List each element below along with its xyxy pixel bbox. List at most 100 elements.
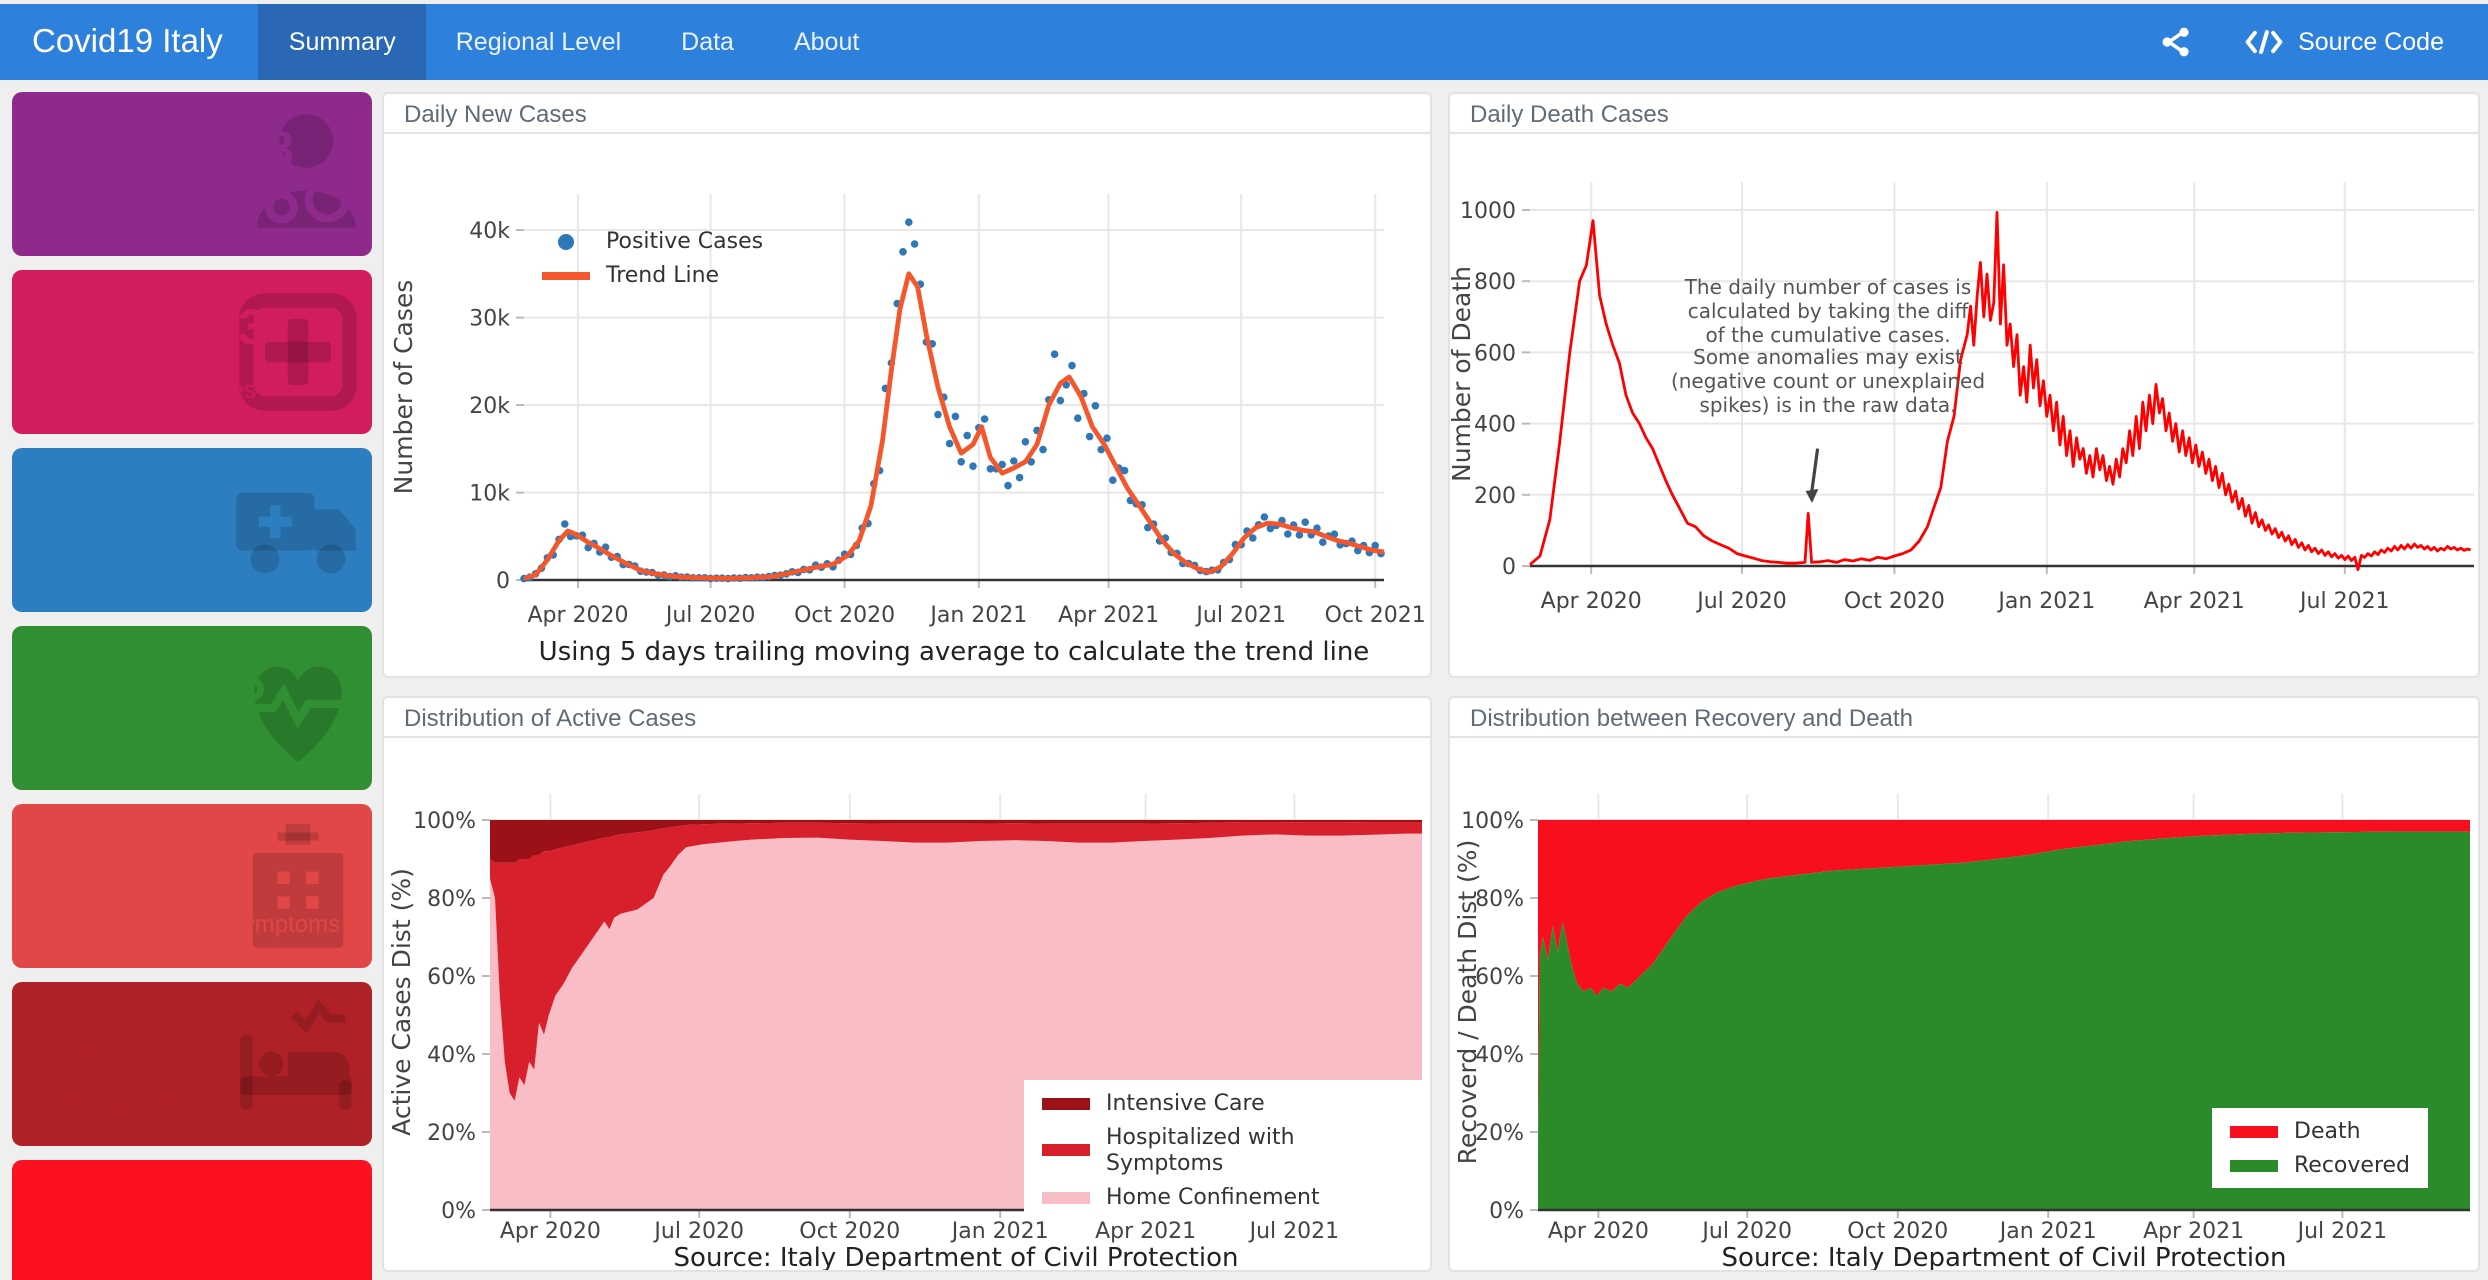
stat-label: Active Cases	[40, 554, 181, 582]
svg-text:80%: 80%	[427, 887, 476, 912]
svg-text:Jan 2021: Jan 2021	[928, 603, 1027, 628]
svg-text:10k: 10k	[469, 482, 510, 507]
svg-text:Jul 2021: Jul 2021	[2298, 589, 2390, 614]
card-intensive-care: 513 Intensive Care	[12, 982, 372, 1146]
svg-text:Oct 2020: Oct 2020	[1844, 589, 1945, 614]
source-code-link[interactable]: Source Code	[2244, 28, 2444, 56]
daily-new-cases-chart[interactable]: 0 10k 20k 30k 40k Apr 2020 Jul 2020 Oct 2020 Jan…	[384, 134, 1432, 678]
svg-text:100%: 100%	[1461, 809, 1524, 834]
legend-label: Home Confinement	[1106, 1184, 1320, 1210]
svg-text:Apr 2021: Apr 2021	[2144, 589, 2245, 614]
legend-swatch	[2230, 1159, 2278, 1171]
tab-regional-level[interactable]: Regional Level	[455, 28, 622, 56]
svg-text:Oct 2020: Oct 2020	[799, 1219, 900, 1244]
card-recovered-cases: 4,408,806 Recovered Cases	[12, 626, 372, 790]
svg-text:Apr 2020: Apr 2020	[500, 1219, 601, 1244]
svg-text:200: 200	[1474, 484, 1516, 509]
anomaly-annotation: The daily number of cases is calculated …	[1670, 278, 1986, 418]
tab-summary[interactable]: Summary	[258, 4, 426, 80]
tab-about[interactable]: About	[793, 28, 860, 56]
legend-swatch	[558, 233, 574, 249]
svg-text:Jan 2021: Jan 2021	[1998, 1219, 2097, 1244]
active-distribution-legend: Intensive Care Hospitalized with Symptoms…	[1024, 1080, 1430, 1220]
stat-value: 106,559	[40, 478, 224, 534]
hospital-icon	[252, 824, 344, 948]
legend-swatch	[1042, 1097, 1090, 1109]
svg-text:Jul 2020: Jul 2020	[652, 1219, 744, 1244]
tab-data[interactable]: Data	[681, 28, 734, 56]
legend-item[interactable]: Trend Line	[542, 262, 763, 288]
share-icon[interactable]	[2160, 26, 2192, 58]
svg-text:Source: Italy Department of Ci: Source: Italy Department of Civil Protec…	[674, 1243, 1239, 1272]
legend-item[interactable]: Home Confinement	[1042, 1184, 1412, 1210]
legend-swatch	[1042, 1144, 1090, 1156]
daily-death-cases-chart[interactable]: 0 200 400 600 800 1000 Apr 2020 Jul 2020 Oct 202…	[1450, 134, 2480, 678]
card-active-cases: 106,559 Active Cases	[12, 448, 372, 612]
navbar: Covid19 Italy Summary Regional Level Dat…	[0, 4, 2488, 80]
code-icon	[2245, 30, 2283, 54]
stat-value: 4,408,806	[40, 656, 267, 712]
svg-text:80%: 80%	[1475, 887, 1524, 912]
svg-text:Apr 2020: Apr 2020	[1548, 1219, 1649, 1244]
svg-text:20%: 20%	[1475, 1121, 1524, 1146]
legend-label: Positive Cases	[606, 228, 764, 254]
svg-text:30k: 30k	[469, 307, 510, 332]
stat-label: Death Cases	[40, 1266, 179, 1280]
svg-text:Jul 2021: Jul 2021	[2296, 1219, 2388, 1244]
legend-item[interactable]: Hospitalized with Symptoms	[1042, 1124, 1412, 1176]
stat-label: Total Tested Cases	[40, 198, 243, 226]
daily-new-cases-legend: Positive Cases Trend Line	[524, 218, 781, 298]
svg-text:400: 400	[1474, 413, 1516, 438]
svg-text:Jan 2021: Jan 2021	[950, 1219, 1049, 1244]
svg-text:Recoverd / Death Dist (%): Recoverd / Death Dist (%)	[1453, 840, 1482, 1165]
card-hospitalized: 3,796 Hospitalized with Symptoms	[12, 804, 372, 968]
svg-text:Jul 2021: Jul 2021	[1248, 1219, 1340, 1244]
legend-label: Intensive Care	[1106, 1090, 1265, 1116]
stat-label: Hospitalized with Symptoms	[40, 910, 341, 938]
panel-daily-new-cases: Daily New Cases 0 10k 20k 30k 40k Apr 2020 Jul…	[382, 92, 1432, 678]
legend-label: Trend Line	[606, 262, 720, 288]
legend-item[interactable]: Death	[2230, 1118, 2410, 1144]
svg-text:0%: 0%	[1489, 1199, 1524, 1224]
panel-title-daily-death-cases: Daily Death Cases	[1470, 99, 1669, 127]
stat-label: Intensive Care	[40, 1088, 195, 1116]
svg-text:40%: 40%	[1475, 1043, 1524, 1068]
stat-value: 90,166,078	[40, 122, 295, 178]
card-total-positive: 4,645,853 Total Positive Cases	[12, 270, 372, 434]
bed-icon	[240, 999, 352, 1110]
svg-text:Oct 2020: Oct 2020	[794, 603, 895, 628]
svg-text:Apr 2021: Apr 2021	[1058, 603, 1159, 628]
legend-item[interactable]: Recovered	[2230, 1152, 2410, 1178]
panel-active-cases-distribution: Distribution of Active Cases 0% 20% 40% 60%…	[382, 696, 1432, 1272]
stat-value: 513	[40, 1012, 125, 1068]
ambulance-icon	[236, 492, 356, 574]
svg-text:Oct 2021: Oct 2021	[1325, 603, 1426, 628]
svg-text:Apr 2021: Apr 2021	[1095, 1219, 1196, 1244]
legend-swatch	[542, 271, 590, 279]
stat-label: Recovered Cases	[40, 732, 231, 760]
share-icon	[2162, 27, 2189, 57]
svg-text:600: 600	[1474, 341, 1516, 366]
svg-text:Oct 2020: Oct 2020	[1847, 1219, 1948, 1244]
stats-sidebar: 90,166,078 Total Tested Cases 4,645,853 …	[12, 92, 372, 1280]
svg-text:100%: 100%	[413, 809, 476, 834]
heartbeat-icon	[248, 666, 348, 762]
legend-item[interactable]: Intensive Care	[1042, 1090, 1412, 1116]
source-code-label: Source Code	[2298, 28, 2444, 56]
legend-label: Recovered	[2294, 1152, 2411, 1178]
svg-text:Jan 2021: Jan 2021	[1996, 589, 2095, 614]
legend-item[interactable]: Positive Cases	[542, 228, 763, 254]
legend-label: Death	[2294, 1118, 2361, 1144]
legend-swatch	[1042, 1191, 1090, 1203]
app-brand[interactable]: Covid19 Italy	[32, 23, 223, 59]
recovery-death-distribution-chart[interactable]: 0% 20% 40% 60% 80% 100% Apr 2020 Jul 2020 Oct 20…	[1450, 738, 2480, 1272]
stat-value: 130,488	[40, 1190, 224, 1246]
panel-title-recovery-death: Distribution between Recovery and Death	[1470, 703, 1913, 731]
svg-text:0%: 0%	[441, 1199, 476, 1224]
legend-label: Hospitalized with Symptoms	[1106, 1124, 1295, 1176]
panel-daily-death-cases: Daily Death Cases 0 200 400 600 800 1000 Apr 2…	[1448, 92, 2480, 678]
stat-value: 4,645,853	[40, 300, 267, 356]
svg-text:Apr 2020: Apr 2020	[1541, 589, 1642, 614]
svg-text:0: 0	[1502, 555, 1516, 580]
medkit-icon	[239, 293, 357, 411]
